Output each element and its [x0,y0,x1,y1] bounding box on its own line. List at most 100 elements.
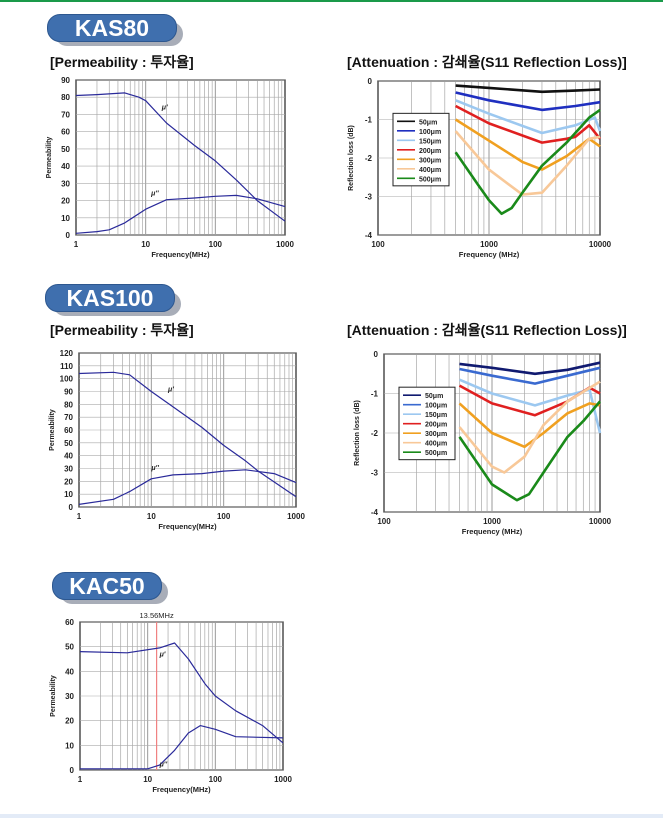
legend-label: 400μm [425,441,447,448]
permeability-heading: [Permeability : 투자율] [50,322,194,338]
series-line-400m [458,380,601,474]
curve-label: μ'' [150,190,159,197]
y-tick-label: 30 [61,179,70,188]
legend-label: 200μm [419,148,441,155]
y-tick-label: 80 [61,93,70,102]
y-tick-label: 110 [60,362,73,371]
y-tick-label: 90 [61,76,70,85]
chart-kas100-atten: -4 -3 -2 -1 0 100 1000 10000 Frequency (MHz) Refl… [354,350,612,536]
y-tick-label: 40 [65,667,74,676]
product-badge-kas100: KAS100 [45,284,181,316]
badge-label: KAS100 [45,284,175,312]
series-line-200m [454,104,602,144]
y-axis-label: Reflection loss (dB) [348,125,355,191]
x-tick-label: 10 [143,775,152,784]
y-tick-label: 50 [61,145,70,154]
curve-label: μ' [159,652,166,659]
footer-bar [0,814,663,818]
chart-kas80-atten: -4 -3 -2 -1 0 100 1000 10000 Frequency (MHz) Refl… [348,77,612,259]
x-tick-label: 100 [209,240,223,249]
series-line- [78,469,297,505]
y-tick-label: 0 [70,766,75,775]
x-tick-label: 10000 [589,517,612,526]
curve-label: μ' [161,104,168,111]
x-axis-label: Frequency(MHz) [151,250,210,259]
y-tick-label: -2 [371,429,379,438]
y-tick-label: 20 [61,197,70,206]
y-tick-label: 0 [368,77,373,86]
y-tick-label: 50 [64,439,73,448]
series-line-400m [454,130,601,196]
legend-label: 100μm [419,129,441,136]
y-tick-label: 90 [64,388,73,397]
y-tick-label: -3 [365,193,373,202]
x-tick-label: 1000 [274,775,292,784]
y-tick-label: 10 [65,741,74,750]
y-tick-label: -4 [365,231,373,240]
series-line- [80,724,284,770]
product-badge-kas80: KAS80 [47,14,183,46]
series-line-100m [459,366,601,385]
x-tick-label: 1000 [483,517,501,526]
y-tick-label: 0 [69,503,74,512]
x-tick-label: 1000 [287,512,305,521]
x-tick-label: 1000 [276,240,294,249]
y-axis-label: Permeability [49,409,56,451]
permeability-heading: [Permeability : 투자율] [50,54,194,70]
y-tick-label: 70 [64,413,73,422]
y-tick-label: 70 [61,110,70,119]
attenuation-heading: [Attenuation : 감쇄율(S11 Reflection Loss)] [347,54,627,70]
y-tick-label: 0 [66,231,71,240]
x-tick-label: 10 [147,512,156,521]
series-line-300m [458,402,601,449]
legend-label: 300μm [425,431,447,438]
legend-label: 400μm [419,167,441,174]
attenuation-heading: [Attenuation : 감쇄율(S11 Reflection Loss)] [347,322,627,338]
y-tick-label: 60 [65,618,74,627]
chart-kac50-perm: 0 10 20 30 40 50 60 1 10 100 1000 Frequency(MHz) Per… [50,611,292,794]
y-tick-label: 100 [60,375,74,384]
series-line-150m [455,99,602,135]
y-tick-label: 80 [64,400,73,409]
legend-label: 200μm [425,422,447,429]
x-tick-label: 10 [141,240,150,249]
x-tick-label: 100 [377,517,391,526]
series-line- [75,92,286,222]
x-axis-label: Frequency (MHz) [459,250,520,259]
y-tick-label: 30 [64,465,73,474]
series-line-100m [455,91,601,112]
y-axis-label: Reflection loss (dB) [354,400,361,466]
curve-label: μ'' [150,465,159,472]
badge-label: KAS80 [47,14,177,42]
y-tick-label: 10 [64,490,73,499]
frequency-marker-label: 13.56MHz [140,611,174,620]
y-tick-label: 120 [60,349,74,358]
x-axis-label: Frequency(MHz) [152,785,211,794]
y-tick-label: 40 [61,162,70,171]
x-tick-label: 1 [74,240,79,249]
y-tick-label: 20 [64,477,73,486]
x-axis-label: Frequency(MHz) [158,522,217,531]
x-tick-label: 1000 [480,240,498,249]
plot-area [75,79,286,236]
y-tick-label: 60 [61,128,70,137]
product-badge-kac50: KAC50 [52,572,168,604]
x-tick-label: 1 [78,775,83,784]
chart-kas80-perm: 0 10 20 30 40 50 60 70 80 90 1 10 100 1000 Frequency(M… [46,76,294,259]
series-line- [78,371,297,498]
y-tick-label: 0 [374,350,379,359]
legend-label: 150μm [425,412,447,419]
y-axis-label: Permeability [46,137,53,179]
y-tick-label: -1 [371,390,379,399]
x-axis-label: Frequency (MHz) [462,527,523,536]
y-tick-label: 60 [64,426,73,435]
series-line-200m [458,384,601,417]
series-line-50m [459,361,601,376]
x-tick-label: 100 [209,775,223,784]
curve-label: μ' [167,387,174,394]
series-line- [75,194,286,234]
x-tick-label: 100 [217,512,231,521]
